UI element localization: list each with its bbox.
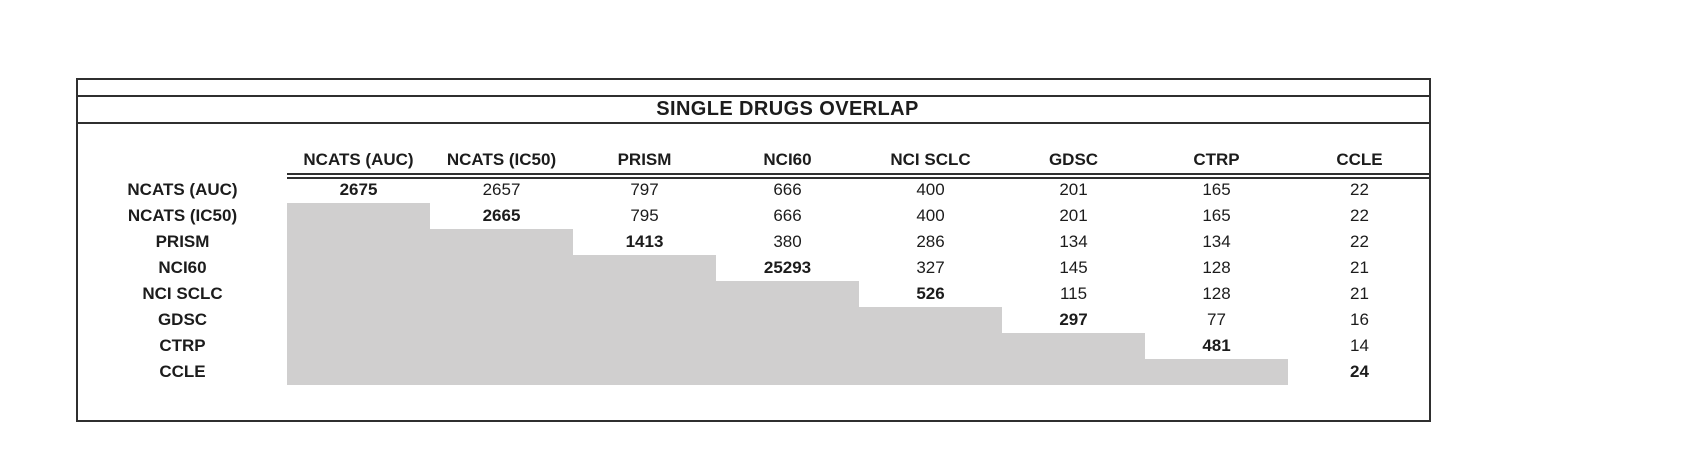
diagonal-cell: 24	[1350, 362, 1369, 381]
diagonal-cell: 2675	[339, 180, 378, 199]
matrix-cell: 21	[1350, 284, 1369, 303]
matrix-cell: 22	[1350, 232, 1369, 251]
column-header: PRISM	[617, 150, 672, 169]
shaded-region	[287, 333, 1145, 359]
matrix-cell: 165	[1202, 180, 1231, 199]
shaded-region	[287, 255, 716, 281]
row-label: CTRP	[159, 336, 206, 355]
diagonal-cell: 1413	[625, 232, 664, 251]
shaded-region	[287, 229, 573, 255]
matrix-cell: 380	[773, 232, 802, 251]
column-header: NCI SCLC	[890, 150, 971, 169]
matrix-cell: 22	[1350, 180, 1369, 199]
matrix-cell: 400	[916, 206, 945, 225]
shaded-region	[287, 203, 430, 229]
row-label: NCI60	[158, 258, 207, 277]
matrix-cell: 77	[1207, 310, 1226, 329]
shaded-region	[287, 281, 859, 307]
column-header-row: NCATS (AUC) NCATS (IC50) PRISM NCI60 NCI SCL…	[78, 80, 1429, 420]
matrix-cell: 128	[1202, 284, 1231, 303]
matrix-grid: NCATS (AUC) 2675 2657 797 666 400 201 165 22 NCAT…	[78, 80, 1429, 420]
column-header: NCATS (AUC)	[303, 150, 414, 169]
single-drugs-overlap-table: SINGLE DRUGS OVERLAP NCATS (AUC) NCATS (I…	[76, 78, 1431, 422]
title-underline	[78, 122, 1429, 124]
row-label: GDSC	[157, 310, 208, 329]
matrix-cell: 16	[1350, 310, 1369, 329]
column-header: NCATS (IC50)	[446, 150, 557, 169]
matrix-cell: 115	[1059, 284, 1088, 303]
diagonal-cell: 2665	[482, 206, 521, 225]
table-title: SINGLE DRUGS OVERLAP	[656, 98, 919, 120]
matrix-cell: 165	[1202, 206, 1231, 225]
row-label: NCATS (AUC)	[127, 180, 238, 199]
matrix-cell: 14	[1350, 336, 1369, 355]
diagonal-cell: 25293	[763, 258, 812, 277]
matrix-cell: 145	[1059, 258, 1088, 277]
matrix-cell: 400	[916, 180, 945, 199]
header-double-rule-bottom	[287, 177, 1429, 179]
matrix-cell: 666	[773, 180, 802, 199]
matrix-cell: 22	[1350, 206, 1369, 225]
matrix-cell: 2657	[482, 180, 521, 199]
diagonal-cell: 481	[1202, 336, 1231, 355]
matrix-cell: 795	[630, 206, 659, 225]
matrix-cell: 134	[1202, 232, 1231, 251]
diagonal-cell: 297	[1059, 310, 1088, 329]
header-double-rule-top	[287, 173, 1429, 175]
row-label: NCI SCLC	[142, 284, 223, 303]
top-band-divider	[78, 95, 1429, 97]
diagonal-cell: 526	[916, 284, 945, 303]
matrix-cell: 128	[1202, 258, 1231, 277]
row-label: CCLE	[159, 362, 206, 381]
matrix-cell: 666	[773, 206, 802, 225]
matrix-cell: 327	[916, 258, 945, 277]
matrix-cell: 797	[630, 180, 659, 199]
column-header: CTRP	[1193, 150, 1240, 169]
shaded-region	[287, 359, 1288, 385]
column-header: CCLE	[1336, 150, 1383, 169]
matrix-cell: 201	[1059, 206, 1088, 225]
row-label: NCATS (IC50)	[127, 206, 238, 225]
matrix-cell: 21	[1350, 258, 1369, 277]
matrix-cell: 286	[916, 232, 945, 251]
matrix-cell: 201	[1059, 180, 1088, 199]
column-header: NCI60	[763, 150, 812, 169]
column-header: GDSC	[1048, 150, 1099, 169]
shaded-region	[287, 307, 1002, 333]
matrix-cell: 134	[1059, 232, 1088, 251]
row-label: PRISM	[155, 232, 210, 251]
